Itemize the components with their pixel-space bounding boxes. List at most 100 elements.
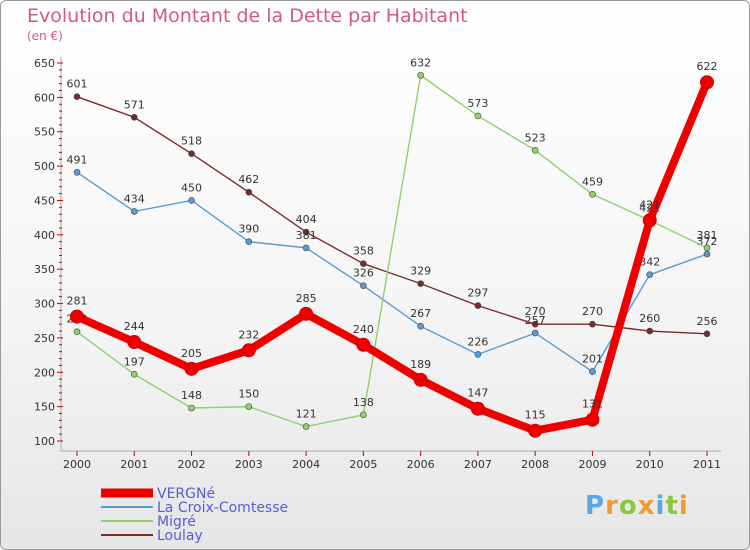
data-point bbox=[356, 337, 371, 352]
data-label: 390 bbox=[238, 223, 259, 236]
data-point bbox=[585, 412, 600, 427]
data-point bbox=[700, 75, 714, 90]
data-point bbox=[245, 188, 253, 196]
data-label: 138 bbox=[353, 396, 374, 409]
x-tick-label: 2002 bbox=[178, 458, 206, 471]
y-tick-label: 300 bbox=[34, 298, 55, 311]
data-point bbox=[646, 327, 654, 335]
y-tick-label: 500 bbox=[34, 160, 55, 173]
x-tick-label: 2008 bbox=[521, 458, 549, 471]
data-label: 450 bbox=[181, 181, 202, 194]
data-label: 381 bbox=[697, 229, 718, 242]
data-label: 281 bbox=[67, 295, 88, 308]
data-point bbox=[589, 190, 596, 198]
data-point bbox=[188, 197, 195, 204]
data-point bbox=[73, 328, 81, 336]
data-point bbox=[413, 372, 428, 387]
series-line bbox=[76, 74, 708, 428]
data-point bbox=[531, 146, 539, 154]
data-label: 459 bbox=[582, 175, 603, 188]
x-tick-label: 2003 bbox=[235, 458, 263, 471]
data-label: 571 bbox=[124, 98, 145, 111]
data-label: 189 bbox=[410, 358, 431, 371]
logo-letter: r bbox=[605, 491, 619, 521]
proxiti-logo: Proxiti bbox=[585, 491, 689, 521]
data-point bbox=[127, 335, 142, 350]
logo-letter: P bbox=[585, 491, 606, 521]
data-label: 421 bbox=[639, 198, 660, 211]
data-label: 601 bbox=[67, 78, 88, 91]
data-label: 326 bbox=[353, 267, 374, 280]
legend-label: La Croix-Comtesse bbox=[157, 500, 288, 516]
data-point bbox=[360, 411, 367, 419]
legend-label: VERGNé bbox=[157, 486, 215, 502]
data-point bbox=[188, 150, 195, 158]
data-point bbox=[188, 404, 195, 412]
data-point bbox=[589, 320, 596, 328]
y-tick-label: 150 bbox=[34, 401, 55, 414]
data-point bbox=[642, 213, 657, 228]
data-point bbox=[70, 309, 84, 324]
y-tick-label: 100 bbox=[34, 435, 55, 448]
data-point bbox=[470, 401, 485, 416]
y-tick-label: 450 bbox=[34, 194, 55, 207]
x-tick-label: 2000 bbox=[63, 458, 91, 471]
data-label: 622 bbox=[697, 60, 718, 73]
data-label: 632 bbox=[410, 56, 431, 69]
data-point bbox=[184, 361, 199, 376]
x-tick-label: 2010 bbox=[636, 458, 664, 471]
data-label: 201 bbox=[582, 353, 603, 366]
data-point bbox=[73, 93, 81, 100]
data-label: 257 bbox=[525, 314, 546, 327]
data-label: 240 bbox=[353, 323, 374, 336]
data-point bbox=[360, 260, 367, 267]
y-tick-label: 200 bbox=[34, 366, 55, 379]
data-label: 434 bbox=[124, 192, 145, 205]
y-tick-label: 550 bbox=[34, 126, 55, 139]
data-label: 297 bbox=[467, 287, 488, 300]
data-point bbox=[417, 280, 424, 287]
data-point bbox=[360, 282, 367, 289]
data-point bbox=[245, 238, 253, 245]
logo-letter: o bbox=[618, 491, 638, 521]
data-label: 462 bbox=[238, 173, 259, 186]
x-tick-label: 2005 bbox=[349, 458, 377, 471]
data-point bbox=[646, 271, 654, 278]
series-line bbox=[76, 95, 708, 335]
data-point bbox=[241, 343, 256, 358]
data-label: 244 bbox=[124, 320, 145, 333]
data-label: 150 bbox=[238, 388, 259, 401]
data-point bbox=[703, 244, 711, 252]
data-label: 205 bbox=[181, 347, 202, 360]
data-point bbox=[474, 351, 482, 358]
data-point bbox=[299, 306, 314, 321]
data-label: 270 bbox=[582, 305, 603, 318]
y-tick-label: 350 bbox=[34, 263, 55, 276]
x-tick-label: 2006 bbox=[407, 458, 435, 471]
data-point bbox=[474, 112, 482, 120]
data-label: 491 bbox=[67, 153, 88, 166]
data-label: 523 bbox=[525, 131, 546, 144]
data-label: 285 bbox=[296, 292, 317, 305]
data-point bbox=[589, 368, 596, 375]
logo-letter: x bbox=[637, 491, 656, 521]
data-point bbox=[245, 403, 253, 410]
data-point bbox=[130, 371, 138, 378]
data-label: 358 bbox=[353, 245, 374, 258]
data-label: 147 bbox=[467, 387, 488, 400]
data-point bbox=[531, 320, 539, 328]
data-point bbox=[703, 250, 711, 258]
data-point bbox=[130, 113, 138, 121]
data-label: 329 bbox=[410, 265, 431, 278]
logo-letter: i bbox=[655, 491, 666, 521]
data-label: 115 bbox=[525, 409, 546, 422]
data-label: 404 bbox=[296, 213, 317, 226]
data-point bbox=[302, 228, 310, 236]
y-tick-label: 400 bbox=[34, 229, 55, 242]
data-label: 121 bbox=[296, 408, 317, 421]
series-line bbox=[76, 171, 708, 373]
data-label: 226 bbox=[467, 335, 488, 348]
data-point bbox=[302, 423, 310, 430]
